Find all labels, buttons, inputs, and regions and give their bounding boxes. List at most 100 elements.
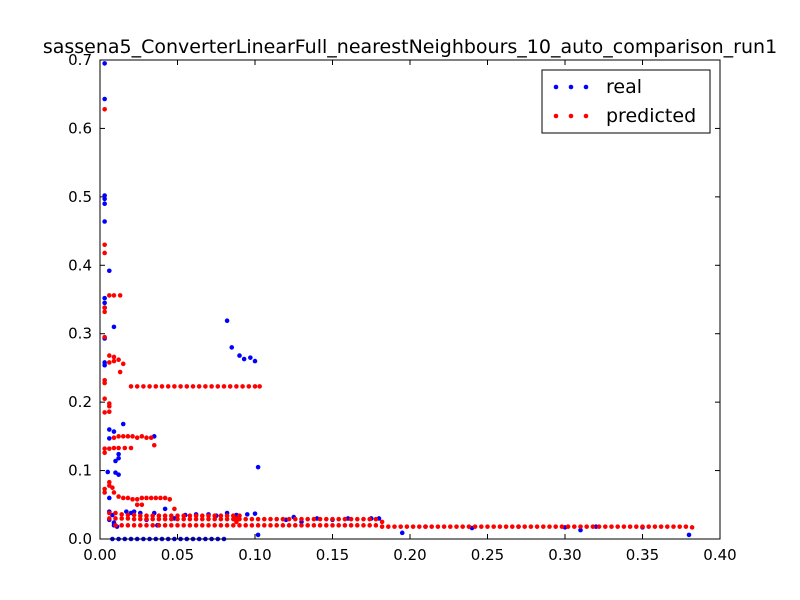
y-tick-label: 0.6 — [68, 119, 92, 137]
predicted-point — [218, 516, 224, 522]
y-tick-label: 0.2 — [68, 393, 92, 411]
predicted-point — [134, 384, 140, 389]
predicted-point — [683, 524, 689, 529]
predicted-point — [102, 242, 107, 248]
predicted-point — [102, 305, 107, 311]
predicted-point — [311, 523, 317, 528]
real-point — [162, 506, 168, 512]
real-point — [102, 219, 107, 224]
predicted-point — [187, 516, 193, 522]
predicted-point — [148, 435, 154, 441]
predicted-point — [330, 516, 335, 522]
predicted-point — [102, 106, 107, 112]
predicted-point — [221, 384, 227, 389]
predicted-point — [547, 524, 552, 529]
predicted-point — [379, 519, 385, 525]
legend-label-real: real — [606, 76, 642, 98]
predicted-point — [373, 516, 379, 522]
predicted-point — [522, 524, 527, 529]
predicted-point — [120, 434, 126, 439]
predicted-point — [144, 523, 149, 528]
predicted-point — [423, 524, 428, 529]
y-axis-ticks: 0.0 0.1 0.2 0.3 0.4 0.5 0.6 0.7 — [68, 51, 720, 548]
predicted-point — [187, 523, 193, 528]
predicted-point — [336, 523, 342, 528]
predicted-point — [206, 516, 211, 522]
predicted-point — [111, 358, 117, 364]
predicted-point — [144, 435, 149, 441]
predicted-point — [144, 516, 149, 522]
predicted-point — [348, 516, 354, 522]
predicted-point — [534, 524, 540, 529]
predicted-point — [130, 434, 135, 439]
real-point — [107, 268, 112, 274]
predicted-point — [116, 494, 121, 499]
predicted-point — [237, 513, 242, 519]
predicted-point — [355, 523, 360, 528]
predicted-point — [172, 384, 177, 389]
real-point — [107, 436, 112, 441]
predicted-point — [116, 434, 121, 439]
real-point — [131, 509, 137, 514]
predicted-point — [130, 497, 135, 502]
predicted-point — [178, 384, 183, 389]
predicted-point — [603, 524, 608, 529]
predicted-point — [234, 516, 239, 521]
predicted-point — [169, 513, 174, 519]
real-point — [116, 451, 121, 457]
predicted-point — [224, 513, 230, 519]
predicted-point — [119, 512, 124, 517]
predicted-point — [111, 435, 117, 441]
y-tick-label: 0.7 — [68, 51, 92, 69]
legend-marker-predicted — [553, 113, 559, 119]
predicted-point — [102, 250, 107, 256]
predicted-point — [156, 513, 162, 519]
predicted-point — [410, 524, 416, 529]
predicted-point — [255, 516, 261, 522]
predicted-point — [448, 524, 453, 529]
real-point — [229, 345, 235, 350]
predicted-point — [138, 516, 143, 522]
plot-frame — [99, 59, 721, 540]
predicted-point — [131, 512, 137, 518]
predicted-point — [342, 516, 348, 522]
y-tick-label: 0.4 — [68, 256, 92, 274]
predicted-point — [255, 523, 261, 528]
predicted-point — [293, 523, 298, 528]
real-point — [107, 495, 112, 501]
predicted-point — [113, 516, 118, 521]
predicted-point — [122, 445, 128, 451]
predicted-point — [156, 523, 162, 528]
predicted-point — [231, 513, 236, 519]
predicted-point — [658, 524, 664, 529]
predicted-point — [144, 513, 149, 519]
real-point — [111, 324, 117, 330]
predicted-point — [373, 523, 379, 528]
real-point — [252, 358, 258, 364]
legend-marker-real — [583, 84, 589, 90]
predicted-point — [429, 524, 435, 529]
predicted-point — [361, 516, 366, 522]
real-point — [105, 469, 111, 475]
predicted-point — [153, 384, 159, 389]
predicted-point — [274, 516, 280, 522]
predicted-point — [553, 524, 558, 529]
predicted-point — [125, 434, 131, 439]
predicted-point — [355, 516, 360, 522]
predicted-point — [111, 445, 117, 451]
predicted-point — [151, 442, 157, 448]
predicted-point — [528, 524, 534, 529]
x-tick-label: 0.35 — [626, 546, 659, 564]
real-point — [102, 193, 107, 198]
predicted-point — [491, 524, 497, 529]
predicted-point — [621, 524, 627, 529]
predicted-point — [541, 524, 546, 529]
predicted-point — [147, 384, 152, 389]
predicted-point — [224, 523, 230, 528]
predicted-point — [584, 524, 589, 529]
predicted-point — [615, 524, 620, 529]
predicted-point — [175, 523, 180, 528]
predicted-point — [286, 523, 292, 528]
predicted-point — [119, 516, 124, 521]
predicted-point — [172, 506, 177, 512]
